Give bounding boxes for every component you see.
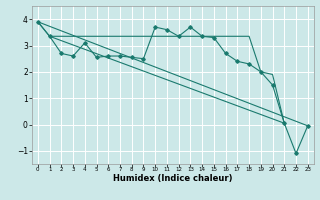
X-axis label: Humidex (Indice chaleur): Humidex (Indice chaleur): [113, 174, 233, 183]
